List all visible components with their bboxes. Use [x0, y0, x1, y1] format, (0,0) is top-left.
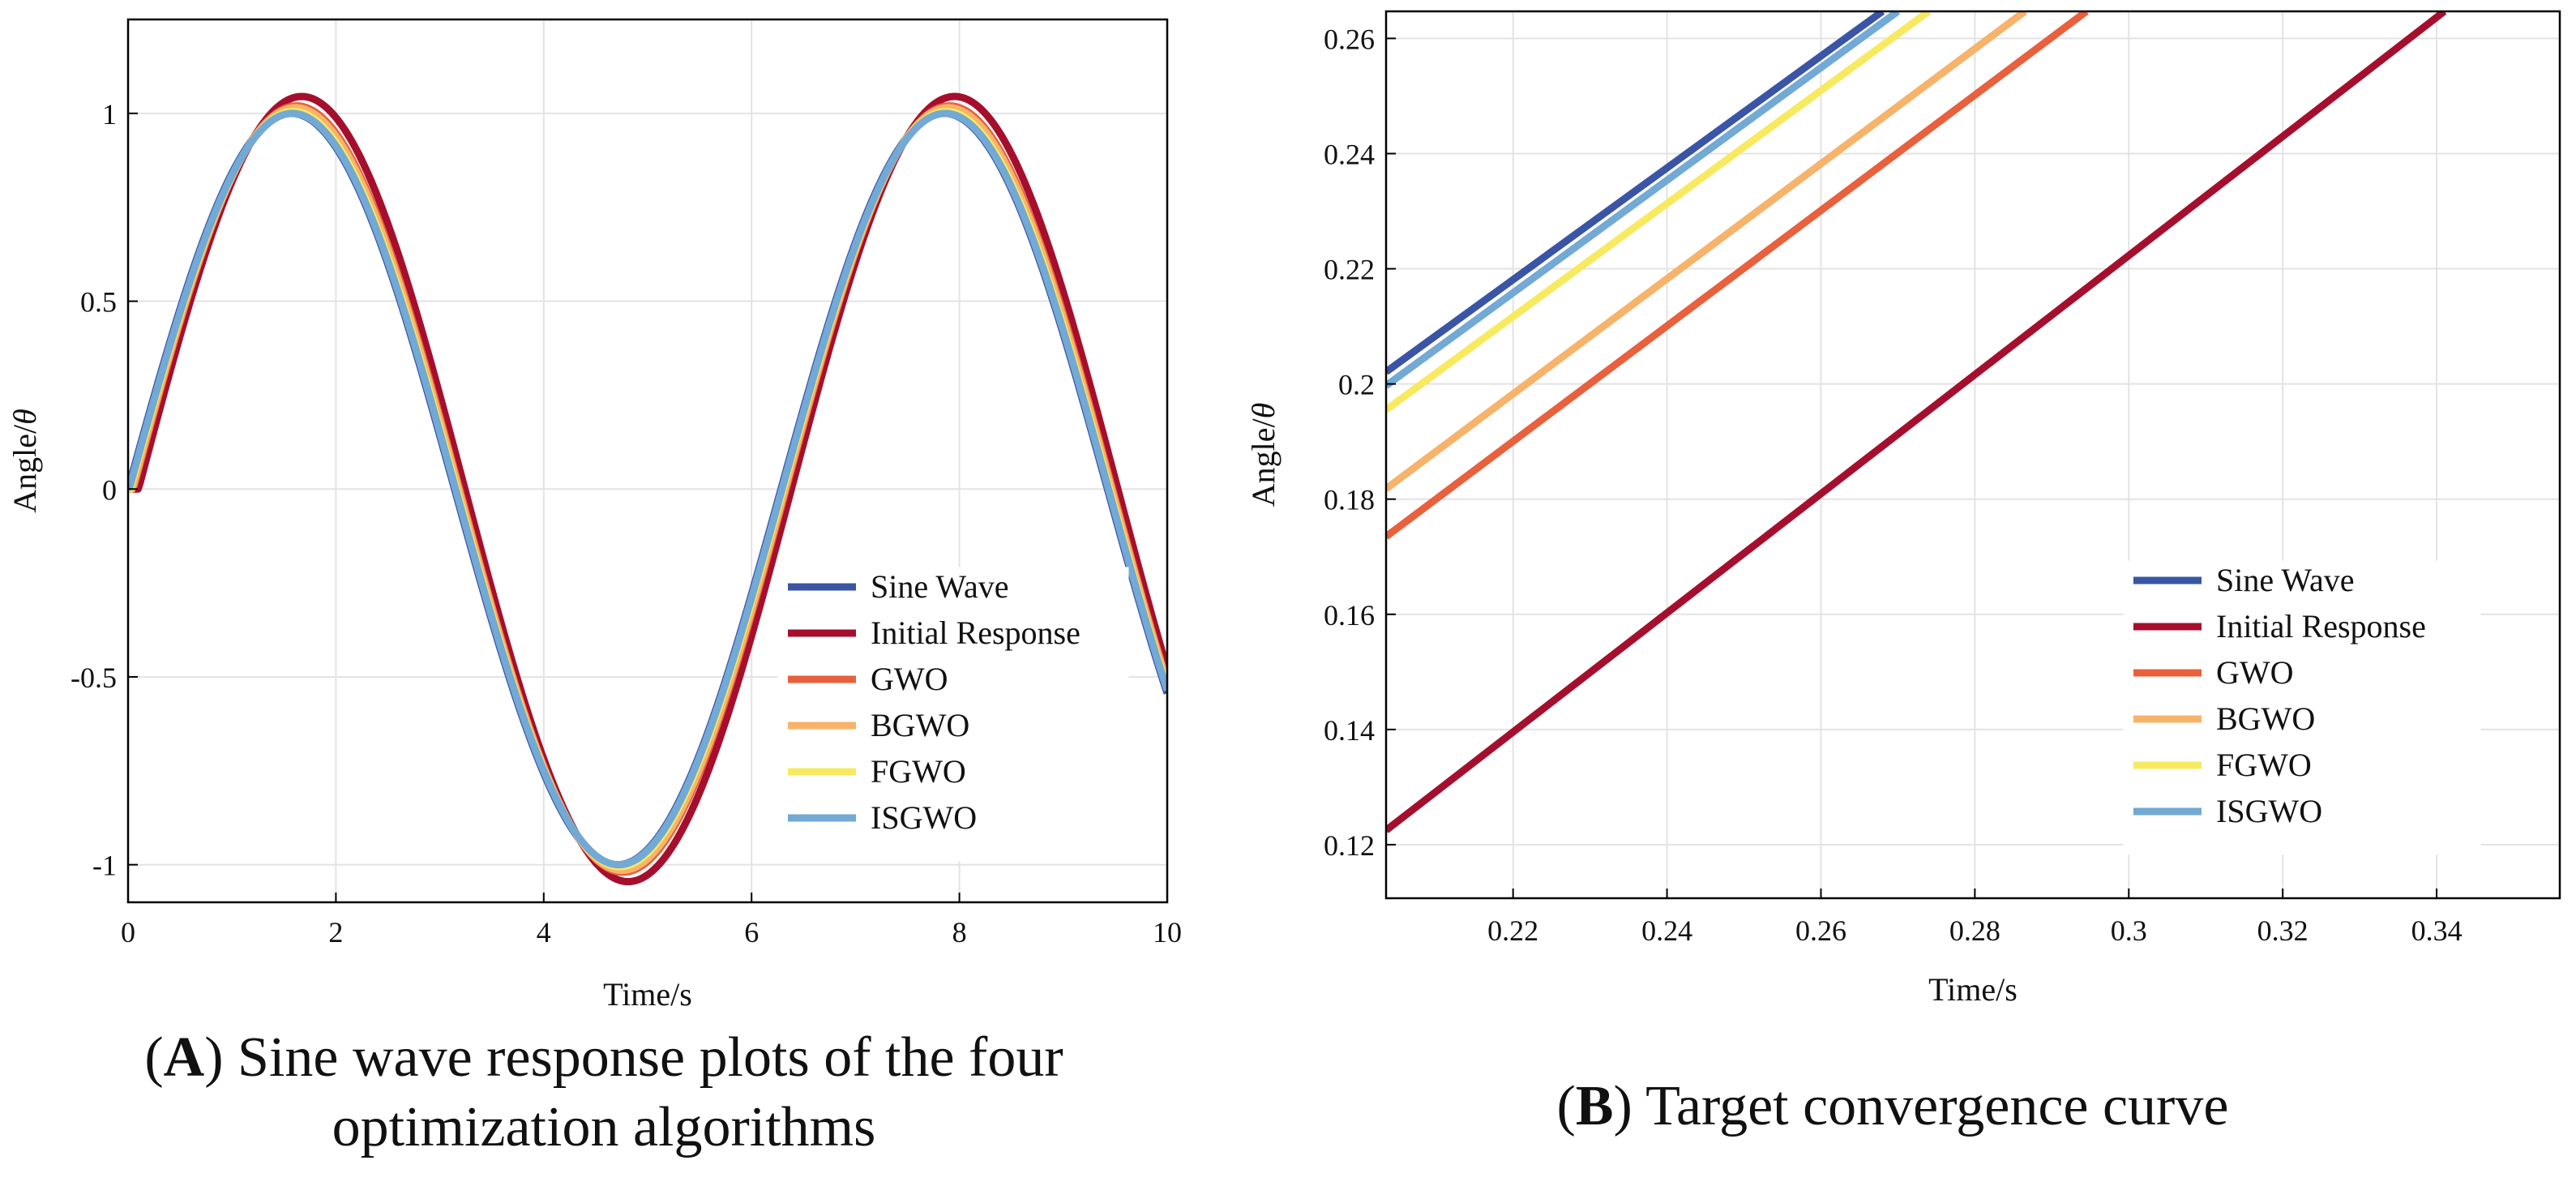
- y-tick-label: -0.5: [71, 662, 117, 694]
- y-tick-label: 0.12: [1324, 829, 1375, 862]
- caption-b: (B) Target convergence curve: [1556, 1075, 2229, 1137]
- caption-a-line2: optimization algorithms: [332, 1096, 876, 1158]
- x-tick-label: 0.34: [2411, 914, 2463, 947]
- x-axis-label: Time/s: [603, 976, 692, 1013]
- caption-a-line1: ) Sine wave response plots of the four: [204, 1026, 1063, 1089]
- chart-b: 0.22 0.24 0.26 0.28 0.3 0.32 0.34 0.12 0.14 0.16 0…: [1245, 10, 2561, 1008]
- x-tick-label: 4: [537, 916, 551, 948]
- series-line-initial-response: [1386, 11, 2447, 833]
- y-tick-label: 0.24: [1324, 138, 1375, 170]
- y-tick-label: 0.18: [1324, 484, 1375, 516]
- legend-label-bgwo: BGWO: [871, 707, 969, 743]
- y-tick-label: 0.5: [80, 286, 117, 319]
- y-tick-label: 1: [102, 98, 117, 131]
- legend-label-isgwo: ISGWO: [871, 799, 977, 836]
- y-tick-label: -1: [92, 850, 117, 882]
- legend-label-gwo: GWO: [2216, 654, 2294, 691]
- y-axis-label: Angle/θ: [1245, 403, 1282, 507]
- series-line-initial-response: [128, 92, 1167, 886]
- axes-box: [126, 18, 1169, 904]
- legend-label-sine-wave: Sine Wave: [2216, 562, 2354, 598]
- caption-a-letter: A: [163, 1026, 205, 1089]
- x-tick-label: 0.24: [1641, 914, 1692, 947]
- x-tick-label: 10: [1153, 916, 1182, 948]
- y-tick-label: 0: [102, 473, 117, 506]
- series-line-isgwo: [128, 109, 1167, 869]
- series-group: [1386, 11, 2447, 833]
- legend: Sine Wave Initial Response GWO BGWO FGWO ISGW…: [777, 567, 1129, 862]
- x-tick-label: 6: [744, 916, 759, 948]
- legend-label-fgwo: FGWO: [871, 753, 966, 790]
- legend-label-isgwo: ISGWO: [2216, 793, 2322, 829]
- x-tick-label: 0.26: [1795, 914, 1846, 947]
- axes-box: [1384, 10, 2561, 900]
- legend-label-fgwo: FGWO: [2216, 747, 2312, 783]
- x-tick-label: 0.22: [1487, 914, 1538, 947]
- y-axis-label-text: Angle/: [6, 424, 43, 513]
- legend: Sine Wave Initial Response GWO BGWO FGWO ISGW…: [2123, 560, 2481, 855]
- legend-label-sine-wave: Sine Wave: [871, 568, 1008, 605]
- legend-box: [2123, 560, 2481, 855]
- series-line-bgwo: [1386, 11, 2027, 492]
- x-tick-label: 0.3: [2111, 914, 2147, 947]
- series-group: [128, 92, 1167, 886]
- series-line-sine-wave: [1386, 11, 1885, 375]
- y-tick-label: 0.26: [1324, 23, 1375, 55]
- x-tick-label: 0.28: [1949, 914, 2000, 947]
- y-tick-label: 0.16: [1324, 599, 1375, 632]
- legend-label-gwo: GWO: [871, 661, 948, 697]
- x-tick-label: 0.32: [2257, 914, 2309, 947]
- y-axis-label: Angle/θ: [6, 409, 43, 513]
- legend-label-initial-response: Initial Response: [2216, 608, 2426, 644]
- x-tick-label: 8: [952, 916, 967, 948]
- x-axis-label: Time/s: [1928, 971, 2018, 1008]
- x-tick-label: 2: [328, 916, 343, 948]
- y-axis-label-text: Angle/: [1245, 418, 1282, 507]
- legend-label-initial-response: Initial Response: [871, 614, 1080, 651]
- series-line-isgwo: [1386, 11, 1901, 389]
- caption-a: (A) Sine wave response plots of the four…: [16, 1023, 1192, 1163]
- caption-b-letter: B: [1575, 1075, 1614, 1137]
- legend-label-bgwo: BGWO: [2216, 700, 2315, 737]
- series-line-fgwo: [1386, 11, 1932, 413]
- y-axis-label-symbol: θ: [6, 409, 43, 425]
- y-tick-label: 0.14: [1324, 714, 1375, 747]
- caption-b-text: ) Target convergence curve: [1613, 1075, 2229, 1137]
- series-line-gwo: [1386, 11, 2089, 540]
- x-tick-label: 0: [121, 916, 135, 948]
- y-tick-label: 0.22: [1324, 254, 1375, 286]
- chart-a: 0 2 4 6 8 10 -1 -0.5 0 0.5 1 Time/s Angle/θ Sine Wave…: [6, 18, 1182, 1013]
- y-axis-label-symbol: θ: [1245, 403, 1282, 419]
- y-tick-label: 0.2: [1338, 369, 1375, 401]
- legend-box: [777, 567, 1129, 862]
